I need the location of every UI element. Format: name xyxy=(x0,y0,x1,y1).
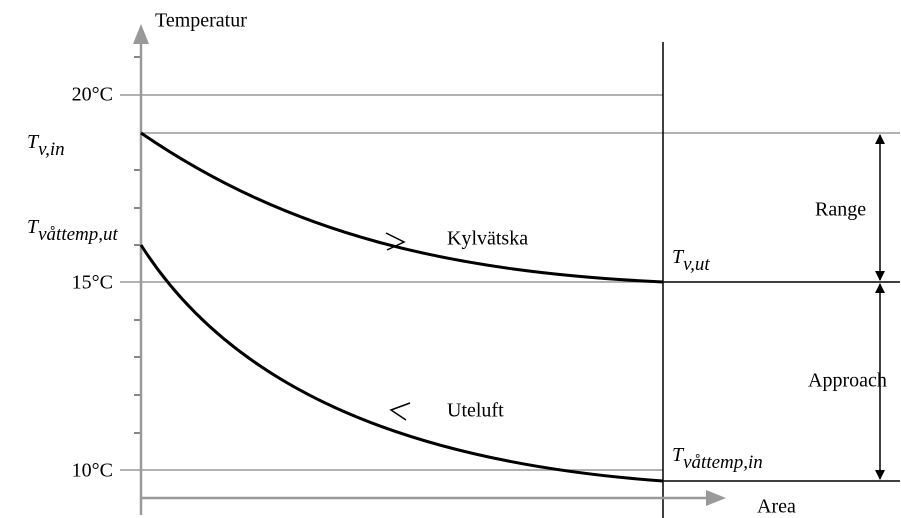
point-label: Tvåttemp,in xyxy=(672,444,763,474)
air-curve xyxy=(139,244,664,483)
level-label: 10°C xyxy=(72,460,113,482)
point-label: Tv,ut xyxy=(672,246,710,276)
y-axis-arrow xyxy=(133,24,149,44)
flow-arrow xyxy=(389,402,411,421)
curve-label: Uteluft xyxy=(447,400,504,422)
coolant-curve xyxy=(140,131,664,284)
level-label: 15°C xyxy=(72,272,113,294)
point-label: Tvåttemp,ut xyxy=(27,216,119,246)
point-label: Tv,in xyxy=(27,131,65,161)
curve-label: Kylvätska xyxy=(447,228,528,250)
x-axis-label: Area xyxy=(757,496,796,518)
span-label: Approach xyxy=(808,370,887,392)
y-axis-label: Temperatur xyxy=(155,10,247,32)
flow-arrow xyxy=(385,232,406,251)
x-axis-arrow xyxy=(706,490,726,506)
span-label: Range xyxy=(815,199,866,221)
level-label: 20°C xyxy=(72,84,113,106)
